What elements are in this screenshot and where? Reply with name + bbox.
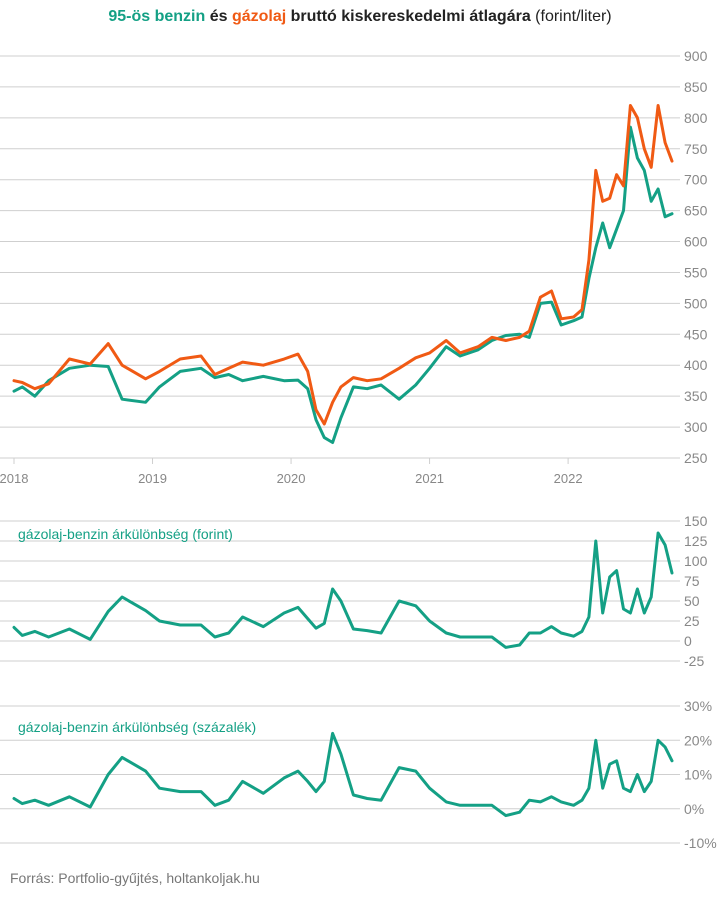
y-tick-label: 75 [684, 573, 700, 589]
y-tick-label: 0 [684, 633, 692, 649]
section-title: gázolaj-benzin árkülönbség (százalék) [18, 719, 256, 735]
chart-title: 95-ös benzin és gázolaj bruttó kiskeresk… [0, 8, 720, 26]
y-tick-label: -25 [684, 653, 704, 669]
y-tick-label: 800 [684, 110, 708, 126]
y-tick-label: 500 [684, 295, 708, 311]
y-tick-label: 900 [684, 48, 708, 64]
title-unit: (forint/liter) [530, 8, 612, 25]
x-tick-label: 2018 [0, 471, 28, 486]
title-main: bruttó kiskereskedelmi átlagára [286, 8, 531, 25]
y-tick-label: 850 [684, 79, 708, 95]
y-tick-label: 100 [684, 553, 708, 569]
y-tick-label: 50 [684, 593, 700, 609]
y-tick-label: 30% [684, 698, 712, 714]
x-tick-label: 2020 [277, 471, 306, 486]
series-line [12, 731, 674, 818]
y-tick-label: -10% [684, 835, 717, 851]
y-tick-label: 750 [684, 141, 708, 157]
y-tick-label: 700 [684, 172, 708, 188]
x-tick-label: 2022 [554, 471, 583, 486]
y-tick-label: 150 [684, 513, 708, 529]
series-line [12, 531, 674, 649]
y-tick-label: 650 [684, 203, 708, 219]
title-connector: és [205, 8, 232, 25]
y-tick-label: 25 [684, 613, 700, 629]
y-tick-label: 400 [684, 357, 708, 373]
y-tick-label: 20% [684, 732, 712, 748]
title-gazolaj: gázolaj [231, 8, 287, 25]
title-benzin: 95-ös benzin [108, 8, 206, 25]
y-tick-label: 0% [684, 801, 704, 817]
y-tick-label: 10% [684, 767, 712, 783]
y-tick-label: 125 [684, 533, 708, 549]
y-tick-label: 550 [684, 264, 708, 280]
section-title: gázolaj-benzin árkülönbség (forint) [18, 526, 233, 542]
source-note: Forrás: Portfolio-gyűjtés, holtankoljak.… [10, 870, 260, 886]
y-tick-label: 450 [684, 326, 708, 342]
y-tick-label: 350 [684, 388, 708, 404]
x-tick-label: 2021 [415, 471, 444, 486]
y-tick-label: 300 [684, 419, 708, 435]
y-tick-label: 250 [684, 450, 708, 466]
x-tick-label: 2019 [138, 471, 167, 486]
series-line [12, 125, 674, 444]
y-tick-label: 600 [684, 234, 708, 250]
series-line [12, 104, 674, 426]
